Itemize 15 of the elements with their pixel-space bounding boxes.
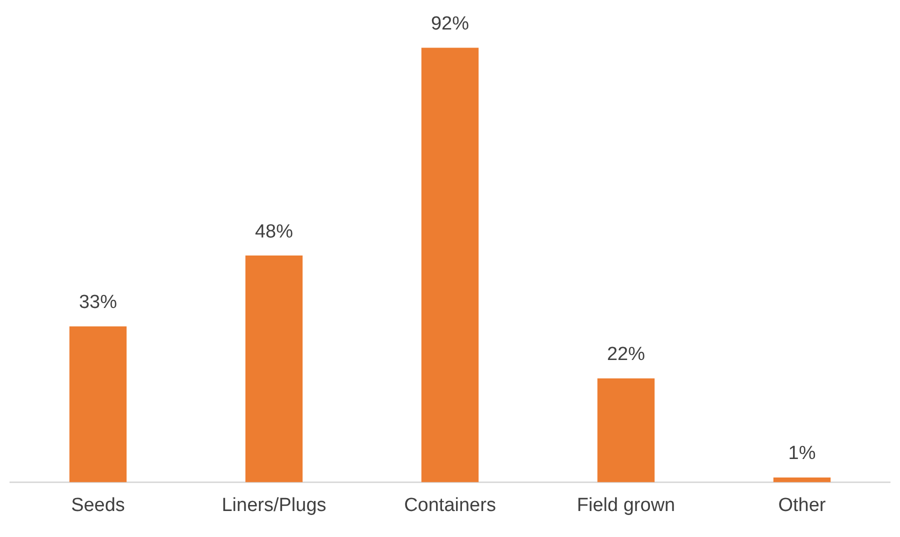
data-label: 48% [254, 221, 294, 242]
data-label: 33% [78, 292, 118, 314]
bar [773, 477, 831, 482]
x-tick-label: Containers [404, 494, 496, 516]
bar [421, 48, 479, 482]
bar [69, 326, 127, 482]
bar [245, 256, 303, 482]
data-label: 1% [788, 443, 816, 464]
x-tick-label: Seeds [71, 494, 125, 516]
x-tick-label: Other [778, 494, 826, 516]
bar [597, 378, 655, 482]
x-tick-label: Field grown [576, 494, 676, 516]
data-label: 92% [430, 14, 470, 35]
x-tick-label: Liners/Plugs [222, 494, 326, 516]
data-label: 22% [606, 344, 646, 366]
